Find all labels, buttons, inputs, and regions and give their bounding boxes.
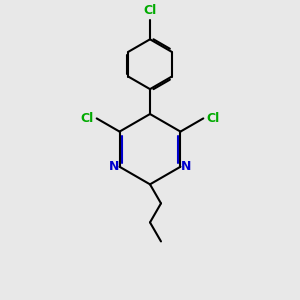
Text: Cl: Cl bbox=[207, 112, 220, 125]
Text: N: N bbox=[181, 160, 191, 173]
Text: Cl: Cl bbox=[143, 4, 157, 17]
Text: N: N bbox=[109, 160, 119, 173]
Text: Cl: Cl bbox=[80, 112, 93, 125]
